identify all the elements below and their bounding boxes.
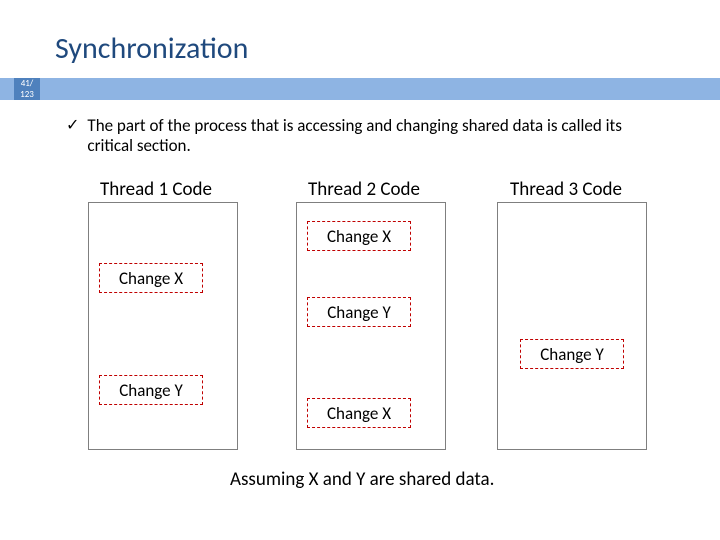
bullet-item: ✓ The part of the process that is access… <box>66 116 666 156</box>
critical-section-box: Change Y <box>307 297 411 327</box>
checkmark-icon: ✓ <box>66 116 79 136</box>
critical-section-box: Change Y <box>99 375 203 405</box>
bullet-text: The part of the process that is accessin… <box>87 116 666 156</box>
thread-3-title: Thread 3 Code <box>510 178 622 201</box>
thread-1-title: Thread 1 Code <box>100 178 212 201</box>
thread-3-column: Change Y <box>497 202 647 450</box>
critical-section-box: Change X <box>307 398 411 428</box>
critical-section-box: Change Y <box>520 339 624 369</box>
thread-2-title: Thread 2 Code <box>308 178 420 201</box>
caption-text: Assuming X and Y are shared data. <box>230 468 494 491</box>
thread-1-column: Change X Change Y <box>88 202 238 450</box>
page-number-tab: 41/ 123 <box>14 78 40 100</box>
header-bar <box>0 78 720 100</box>
page-title: Synchronization <box>55 30 248 67</box>
critical-section-box: Change X <box>307 221 411 251</box>
critical-section-box: Change X <box>99 263 203 293</box>
slide: Synchronization 41/ 123 ✓ The part of th… <box>0 0 720 540</box>
thread-2-column: Change X Change Y Change X <box>296 202 446 450</box>
